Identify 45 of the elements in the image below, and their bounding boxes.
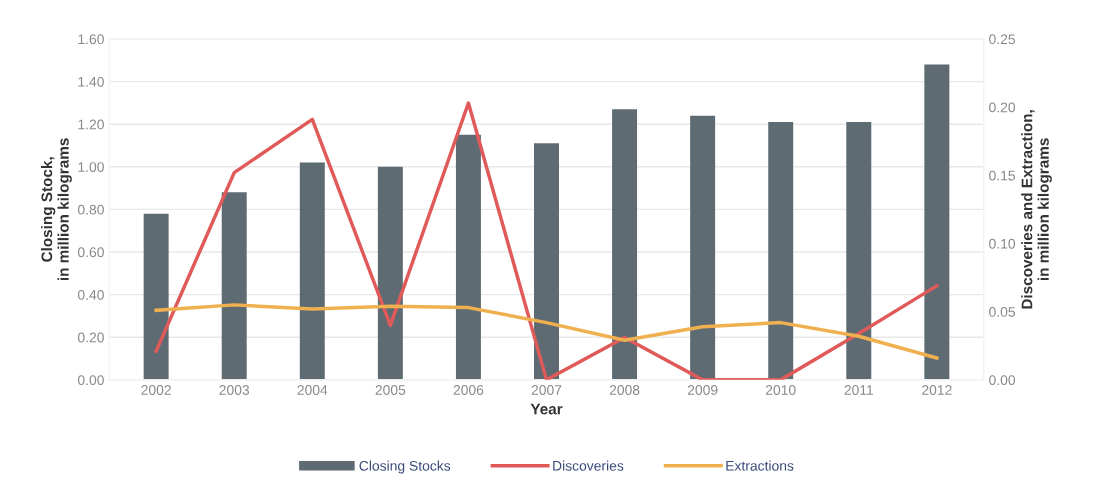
bar (612, 109, 638, 380)
x-tick-label: 2008 (609, 385, 640, 395)
x-tick-label: 2012 (922, 385, 952, 395)
y-tick-label: 0.80 (77, 204, 104, 215)
x-tick-label: 2009 (687, 385, 718, 395)
y2-tick-label: 0.05 (989, 307, 1016, 317)
y-tick-label: 1.00 (78, 162, 104, 172)
x-tick-label: 2007 (531, 385, 562, 395)
x-tick-label: 2011 (844, 385, 874, 395)
y-axis-title: Closing Stock, in million kilograms (41, 138, 72, 281)
y-tick-label: 0.00 (77, 375, 104, 386)
y2-axis-title: Discoveries and Extraction, in million kilograms (1021, 110, 1052, 309)
bar (534, 143, 559, 380)
line-series (154, 101, 939, 380)
y-tick-label: 0.40 (77, 289, 104, 300)
x-tick-label: 2006 (453, 385, 484, 395)
y2-tick-label: 0.10 (989, 238, 1016, 249)
y-tick-label: 0.60 (77, 247, 104, 258)
bar (299, 162, 325, 380)
y2-tick-label: 0.15 (989, 170, 1016, 181)
legend-label: Discoveries (553, 460, 624, 471)
y2-tick-label: 0.00 (989, 375, 1016, 386)
bar (455, 134, 481, 380)
x-tick-label: 2004 (297, 385, 328, 395)
x-axis-title: Year (530, 403, 563, 415)
y-tick-label: 0.20 (77, 332, 104, 343)
line-series (154, 303, 939, 360)
bar (768, 122, 794, 380)
bar (690, 115, 716, 380)
bar (221, 192, 247, 380)
y-tick-label: 1.40 (78, 76, 104, 87)
x-tick-label: 2002 (141, 385, 171, 395)
bar (143, 213, 169, 380)
legend-label: Closing Stocks (359, 460, 451, 474)
y2-tick-label: 0.25 (989, 34, 1016, 45)
y-tick-label: 1.20 (78, 119, 104, 130)
y-tick-label: 1.60 (78, 34, 104, 45)
y2-tick-label: 0.20 (989, 102, 1016, 113)
bar (924, 64, 950, 380)
x-tick-label: 2010 (765, 385, 796, 395)
bar (846, 122, 872, 380)
x-tick-label: 2005 (375, 385, 406, 395)
legend-label: Extractions (726, 460, 794, 471)
x-tick-label: 2003 (219, 385, 250, 395)
bar (377, 166, 403, 380)
